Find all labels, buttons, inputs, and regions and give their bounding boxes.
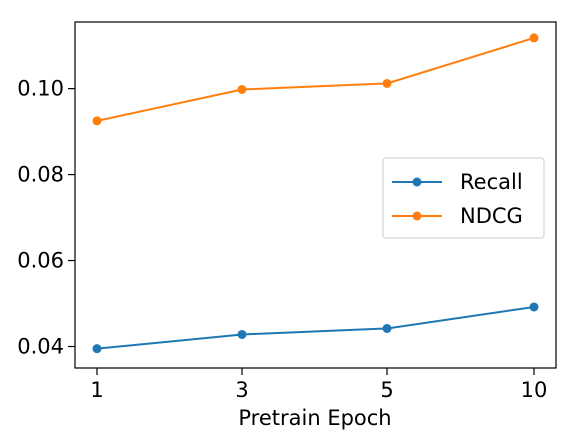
legend-marker-recall (412, 177, 422, 187)
data-point-recall (529, 302, 539, 312)
legend: Recall NDCG (382, 157, 545, 239)
x-axis: 1 3 5 10 (90, 368, 547, 402)
series-line-recall (96, 305, 535, 350)
x-tick-label: 1 (90, 378, 103, 402)
data-point-recall (92, 344, 102, 354)
y-axis: 0.04 0.06 0.08 0.10 (17, 77, 75, 359)
data-point-ndcg (382, 78, 392, 88)
x-tick-label: 3 (235, 378, 248, 402)
x-tick-label: 5 (380, 378, 393, 402)
y-tick-label: 0.06 (17, 249, 64, 273)
data-point-ndcg (529, 33, 539, 43)
legend-box (382, 157, 545, 239)
plot-frame (74, 21, 557, 369)
series-line-ndcg (96, 36, 535, 122)
x-axis-label: Pretrain Epoch (238, 406, 391, 430)
data-point-ndcg (237, 84, 247, 94)
legend-marker-ndcg (412, 211, 422, 221)
y-tick-label: 0.08 (17, 163, 64, 187)
y-tick-label: 0.10 (17, 77, 64, 101)
legend-label-ndcg: NDCG (460, 204, 523, 228)
x-tick-label: 10 (521, 378, 548, 402)
series-layer (92, 33, 539, 354)
data-point-recall (237, 329, 247, 339)
legend-label-recall: Recall (460, 170, 523, 194)
data-point-ndcg (92, 116, 102, 126)
data-point-recall (382, 323, 392, 333)
y-tick-label: 0.04 (17, 335, 64, 359)
